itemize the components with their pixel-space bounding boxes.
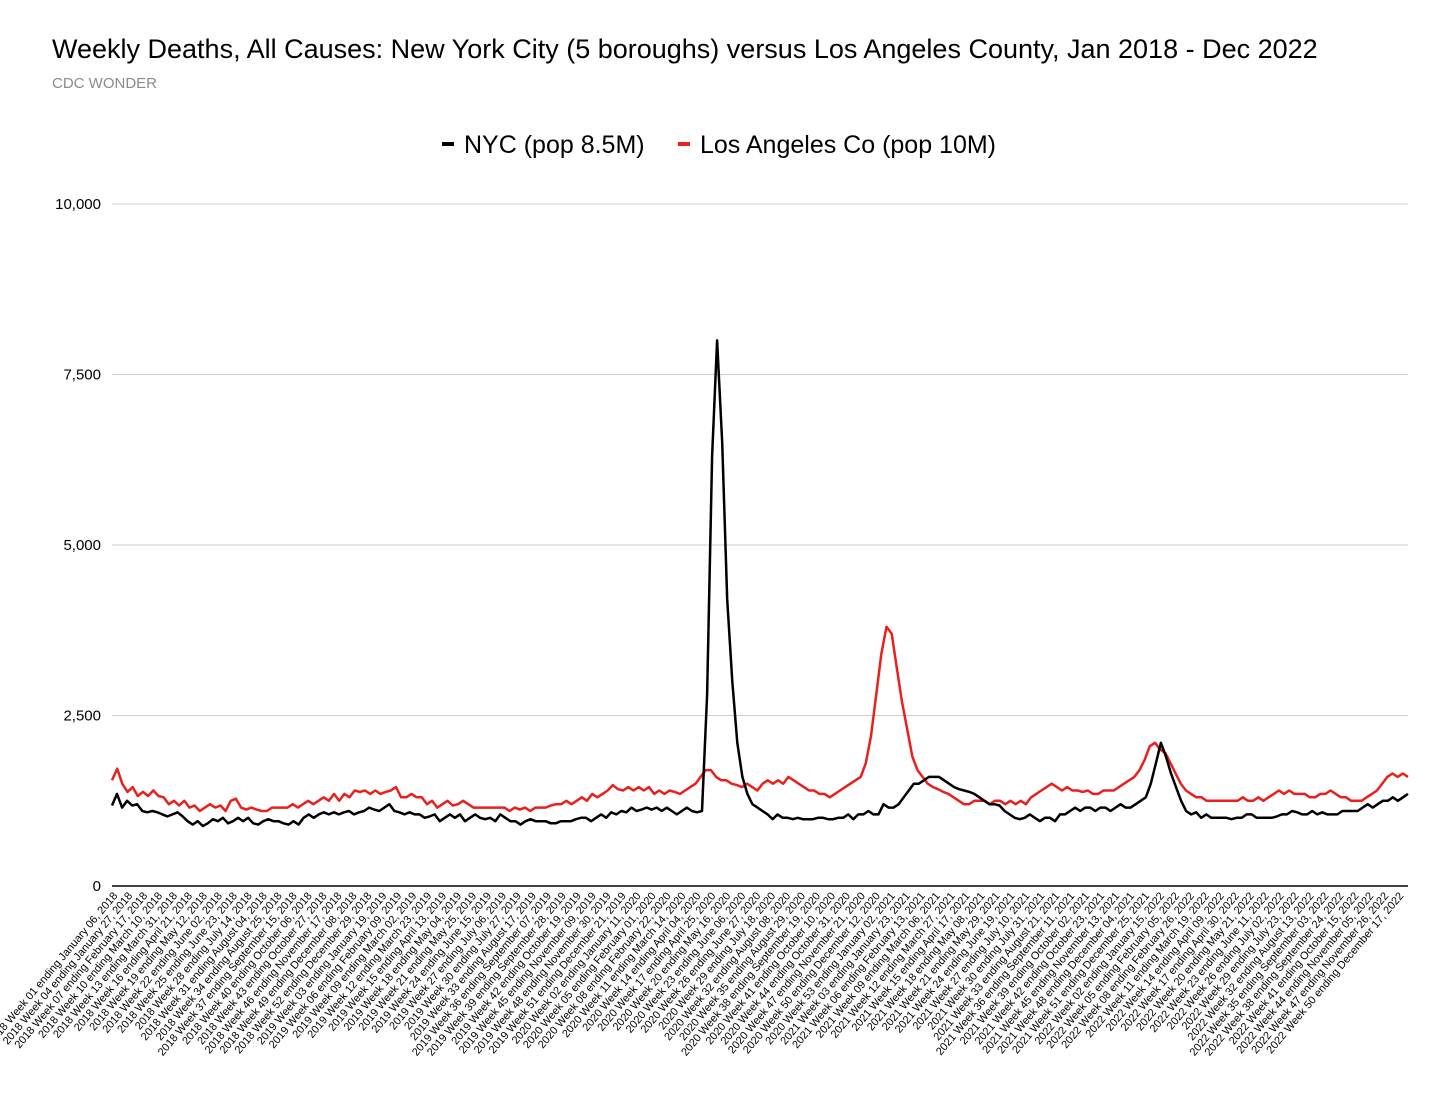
gridlines bbox=[112, 203, 1408, 887]
series-line-nyc bbox=[110, 339, 1409, 828]
legend-item-la: Los Angeles Co (pop 10M) bbox=[700, 131, 996, 159]
y-tick-label: 2,500 bbox=[63, 708, 101, 725]
y-tick-label: 0 bbox=[93, 878, 101, 895]
series-lines bbox=[110, 339, 1409, 828]
chart-subtitle: CDC WONDER bbox=[52, 75, 157, 92]
y-tick-label: 10,000 bbox=[55, 196, 101, 213]
y-axis-ticks: 0 2,500 5,000 7,500 10,000 bbox=[55, 196, 101, 895]
chart-title: Weekly Deaths, All Causes: New York City… bbox=[52, 34, 1318, 64]
legend-item-nyc: NYC (pop 8.5M) bbox=[464, 131, 645, 159]
y-tick-label: 7,500 bbox=[63, 367, 101, 384]
legend: NYC (pop 8.5M) Los Angeles Co (pop 10M) bbox=[442, 131, 996, 159]
y-tick-label: 5,000 bbox=[63, 537, 101, 554]
series-line-la bbox=[110, 625, 1409, 813]
x-axis-ticks: 2018 Week 01 ending January 06, 20182018… bbox=[0, 890, 1406, 1058]
